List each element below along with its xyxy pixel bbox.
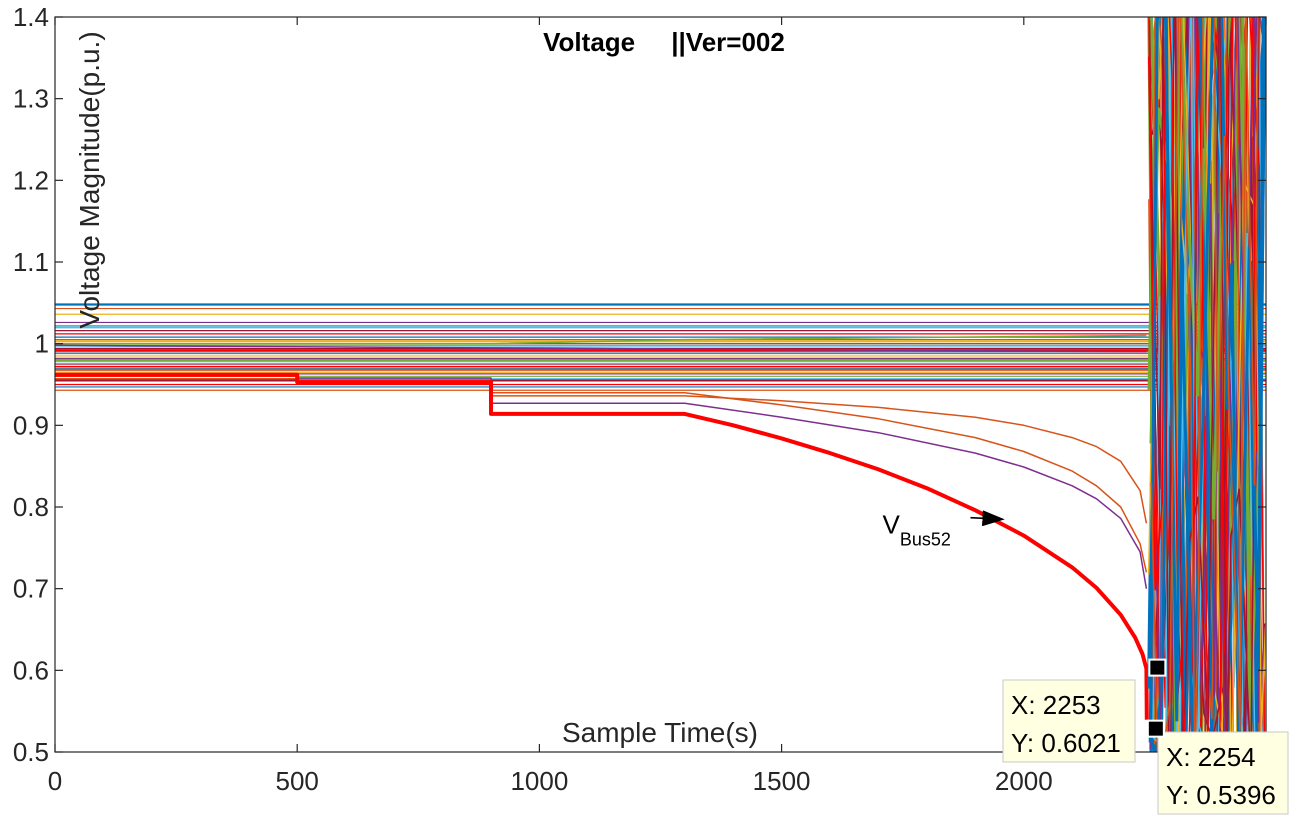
datatips: X: 2253 Y: 0.6021 X: 2254 Y: 0.5396 xyxy=(1002,658,1289,815)
x-tick-label: 1500 xyxy=(753,766,811,796)
x-tick-label: 500 xyxy=(276,766,319,796)
series-line xyxy=(55,334,1147,345)
series-line xyxy=(55,372,1149,720)
y-tick-label: 1.4 xyxy=(13,2,49,32)
datatip-x: X: 2253 xyxy=(1011,690,1101,720)
datatip-x: X: 2254 xyxy=(1166,742,1256,772)
y-tick-label: 1.2 xyxy=(13,165,49,195)
y-tick-label: 0.9 xyxy=(13,410,49,440)
y-axis: 0.5 0.6 0.7 0.8 0.9 1 1.1 1.2 1.3 1.4 xyxy=(13,2,1266,767)
y-axis-label: Voltage Magnitude(p.u.) xyxy=(74,31,105,328)
y-tick-label: 0.8 xyxy=(13,492,49,522)
y-tick-label: 1.1 xyxy=(13,247,49,277)
y-tick-label: 0.6 xyxy=(13,655,49,685)
bus52-arrow xyxy=(970,510,1005,527)
bus52-label: VBus52 xyxy=(882,510,950,550)
x-tick-label: 0 xyxy=(48,766,62,796)
collapse-trace xyxy=(1149,17,1260,752)
y-tick-label: 1 xyxy=(35,329,49,359)
y-tick-label: 0.5 xyxy=(13,737,49,767)
axes-box xyxy=(54,16,1267,753)
series-line xyxy=(55,373,1148,589)
collapse-oscillation xyxy=(1147,17,1266,752)
collapse-trace xyxy=(1150,17,1259,752)
collapse-trace xyxy=(1148,17,1258,752)
datatip-marker[interactable] xyxy=(1148,658,1167,677)
datatip-y: Y: 0.6021 xyxy=(1011,728,1121,758)
bus52-annotation: VBus52 xyxy=(882,510,1005,550)
x-axis-label: Sample Time(s) xyxy=(562,717,758,748)
datatip-box[interactable] xyxy=(1002,679,1136,763)
datatip-y: Y: 0.5396 xyxy=(1166,780,1276,810)
x-tick-label: 1000 xyxy=(510,766,568,796)
series-line xyxy=(55,344,1147,353)
datatip-marker[interactable] xyxy=(1146,719,1165,738)
y-tick-label: 1.3 xyxy=(13,84,49,114)
series-lines xyxy=(55,334,1149,720)
collapse-trace xyxy=(1148,17,1265,752)
chart-title: Voltage ||Ver=002 xyxy=(543,27,785,57)
y-tick-label: 0.7 xyxy=(13,574,49,604)
datatip-box[interactable] xyxy=(1157,731,1289,815)
x-tick-label: 2000 xyxy=(995,766,1053,796)
